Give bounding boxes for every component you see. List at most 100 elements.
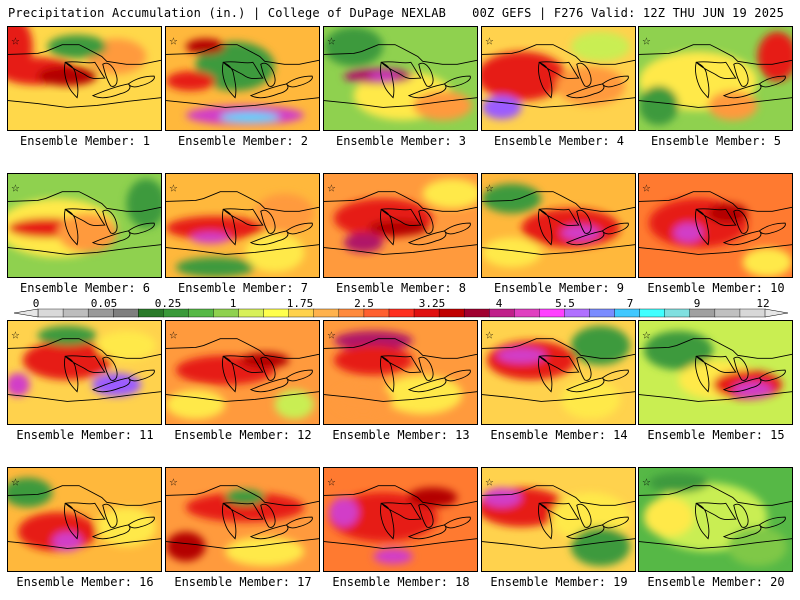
colorbar-tick-label: 7 [627, 297, 634, 310]
colorbar-swatch [564, 308, 591, 318]
colorbar-swatch [388, 308, 415, 318]
great-lakes-outline [166, 44, 319, 108]
location-marker-icon: ☆ [327, 184, 336, 195]
colorbar-legend: 0 0.05 0.25 1 1.75 2.5 3.25 4 5.5 7 9 12 [13, 297, 789, 318]
colorbar-swatch [62, 308, 89, 318]
colorbar-tick-label: 1.75 [287, 297, 314, 310]
colorbar-tick-label: 5.5 [555, 297, 575, 310]
ensemble-member-20-map: ☆ [638, 467, 793, 572]
location-marker-icon: ☆ [327, 331, 336, 342]
great-lakes-outline [639, 485, 792, 549]
colorbar-swatch [188, 308, 214, 318]
colorbar-swatch [489, 308, 515, 318]
header-left-title: Precipitation Accumulation (in.) | Colle… [8, 6, 447, 20]
colorbar-swatch [313, 308, 340, 318]
colorbar-swatch [113, 308, 139, 318]
ensemble-member-label: Ensemble Member: 1 [19, 134, 151, 148]
colorbar-swatch [664, 308, 691, 318]
location-marker-icon: ☆ [11, 331, 20, 342]
colorbar-swatch [689, 308, 716, 318]
colorbar-swatch [213, 308, 240, 318]
ensemble-member-10-map: ☆ [638, 173, 793, 278]
colorbar-tick-label: 2.5 [354, 297, 374, 310]
ensemble-member-8-map: ☆ [323, 173, 478, 278]
colorbar-swatch [338, 308, 365, 318]
colorbar-swatch [263, 308, 290, 318]
location-marker-icon: ☆ [11, 478, 20, 489]
ensemble-member-3-map: ☆ [323, 26, 478, 131]
ensemble-member-16-map: ☆ [7, 467, 162, 572]
great-lakes-outline [8, 338, 161, 402]
location-marker-icon: ☆ [485, 37, 494, 48]
location-marker-icon: ☆ [169, 478, 178, 489]
great-lakes-outline [482, 338, 635, 402]
ensemble-member-13-map: ☆ [323, 320, 478, 425]
location-marker-icon: ☆ [11, 37, 20, 48]
ensemble-member-label: Ensemble Member: 2 [177, 134, 309, 148]
great-lakes-outline [324, 44, 477, 108]
colorbar-swatch [138, 308, 164, 318]
ensemble-member-label: Ensemble Member: 8 [335, 281, 467, 295]
colorbar-right-arrow [764, 308, 789, 318]
great-lakes-outline [482, 44, 635, 108]
ensemble-member-1-map: ☆ [7, 26, 162, 131]
ensemble-member-7-map: ☆ [165, 173, 320, 278]
great-lakes-outline [482, 485, 635, 549]
colorbar-swatch [37, 308, 64, 318]
colorbar-tick-label: 0.25 [155, 297, 182, 310]
location-marker-icon: ☆ [642, 478, 651, 489]
ensemble-member-label: Ensemble Member: 13 [332, 428, 470, 442]
colorbar-swatch [363, 308, 390, 318]
header-right-title: 00Z GEFS | F276 Valid: 12Z THU JUN 19 20… [472, 6, 784, 20]
great-lakes-outline [8, 191, 161, 255]
ensemble-member-label: Ensemble Member: 9 [493, 281, 625, 295]
great-lakes-outline [166, 485, 319, 549]
ensemble-member-5-map: ☆ [638, 26, 793, 131]
location-marker-icon: ☆ [485, 331, 494, 342]
great-lakes-outline [639, 338, 792, 402]
ensemble-member-label: Ensemble Member: 10 [647, 281, 785, 295]
colorbar-swatch [238, 308, 265, 318]
colorbar-swatch [87, 308, 114, 318]
colorbar-swatch [514, 308, 540, 318]
colorbar-swatch [714, 308, 741, 318]
colorbar-swatch [614, 308, 641, 318]
ensemble-member-label: Ensemble Member: 5 [650, 134, 782, 148]
location-marker-icon: ☆ [642, 37, 651, 48]
ensemble-member-9-map: ☆ [481, 173, 636, 278]
location-marker-icon: ☆ [169, 184, 178, 195]
ensemble-member-label: Ensemble Member: 14 [490, 428, 628, 442]
location-marker-icon: ☆ [327, 37, 336, 48]
ensemble-member-label: Ensemble Member: 6 [19, 281, 151, 295]
colorbar-tick-label: 0.05 [91, 297, 118, 310]
ensemble-member-label: Ensemble Member: 12 [174, 428, 312, 442]
colorbar-tick-label: 3.25 [419, 297, 446, 310]
colorbar-tick-label: 12 [756, 297, 769, 310]
ensemble-member-17-map: ☆ [165, 467, 320, 572]
great-lakes-outline [8, 485, 161, 549]
ensemble-member-label: Ensemble Member: 19 [490, 575, 628, 589]
ensemble-member-label: Ensemble Member: 4 [493, 134, 625, 148]
location-marker-icon: ☆ [642, 331, 651, 342]
ensemble-member-4-map: ☆ [481, 26, 636, 131]
ensemble-member-label: Ensemble Member: 7 [177, 281, 309, 295]
colorbar-swatch [739, 308, 766, 318]
colorbar-swatch [163, 308, 189, 318]
location-marker-icon: ☆ [642, 184, 651, 195]
great-lakes-outline [639, 44, 792, 108]
location-marker-icon: ☆ [327, 478, 336, 489]
location-marker-icon: ☆ [11, 184, 20, 195]
colorbar-tick-label: 9 [694, 297, 701, 310]
location-marker-icon: ☆ [485, 184, 494, 195]
colorbar-swatch [463, 308, 490, 318]
colorbar-swatch [539, 308, 565, 318]
location-marker-icon: ☆ [485, 478, 494, 489]
colorbar-tick-label: 0 [33, 297, 40, 310]
colorbar-left-arrow [13, 308, 39, 318]
ensemble-member-12-map: ☆ [165, 320, 320, 425]
ensemble-member-15-map: ☆ [638, 320, 793, 425]
great-lakes-outline [8, 44, 161, 108]
ensemble-member-label: Ensemble Member: 11 [16, 428, 154, 442]
great-lakes-outline [166, 338, 319, 402]
ensemble-member-11-map: ☆ [7, 320, 162, 425]
